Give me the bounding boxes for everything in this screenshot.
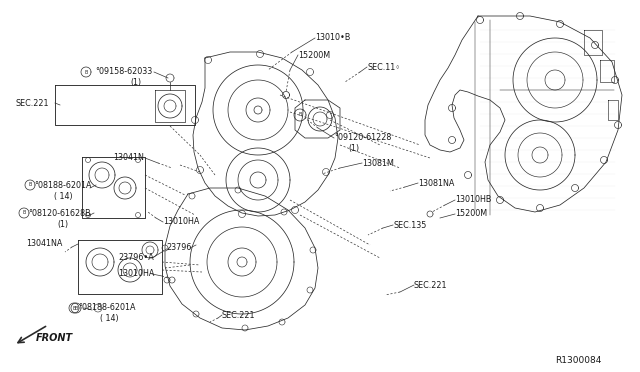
Text: 13041N: 13041N bbox=[113, 154, 144, 163]
Text: ( 14): ( 14) bbox=[54, 192, 72, 202]
Text: SEC.221: SEC.221 bbox=[414, 280, 447, 289]
Text: °09120-61228: °09120-61228 bbox=[334, 134, 392, 142]
Text: FRONT: FRONT bbox=[36, 333, 73, 343]
Text: SEC.11◦: SEC.11◦ bbox=[367, 62, 400, 71]
Text: 23796•A: 23796•A bbox=[118, 253, 154, 263]
Text: (1): (1) bbox=[57, 221, 68, 230]
Text: 15200M: 15200M bbox=[455, 209, 487, 218]
Text: B: B bbox=[74, 305, 77, 311]
Text: B: B bbox=[84, 70, 88, 74]
Text: 13081NA: 13081NA bbox=[418, 179, 454, 187]
Text: SEC.221: SEC.221 bbox=[222, 311, 255, 320]
Text: (1): (1) bbox=[130, 78, 141, 87]
Text: SEC.221: SEC.221 bbox=[16, 99, 49, 108]
Text: B: B bbox=[298, 112, 301, 118]
Text: (1): (1) bbox=[348, 144, 359, 154]
Text: 13010•B: 13010•B bbox=[315, 33, 350, 42]
Text: °08120-61628B: °08120-61628B bbox=[28, 208, 91, 218]
Text: °09158-62033: °09158-62033 bbox=[95, 67, 152, 77]
Text: 13041NA: 13041NA bbox=[26, 240, 62, 248]
Text: 13081M: 13081M bbox=[362, 158, 394, 167]
Text: ( 14): ( 14) bbox=[100, 314, 118, 324]
Text: SEC.135: SEC.135 bbox=[393, 221, 426, 230]
Text: B: B bbox=[28, 183, 32, 187]
Text: 13010HA: 13010HA bbox=[118, 269, 154, 279]
Text: °08188-6201A: °08188-6201A bbox=[78, 304, 136, 312]
Text: 15200M: 15200M bbox=[298, 51, 330, 60]
Text: R1300084: R1300084 bbox=[556, 356, 602, 365]
Text: B: B bbox=[22, 211, 26, 215]
Text: 13010HB: 13010HB bbox=[455, 196, 492, 205]
Text: B: B bbox=[72, 305, 76, 311]
Text: °08188-6201A: °08188-6201A bbox=[34, 180, 92, 189]
Text: 13010HA: 13010HA bbox=[163, 218, 200, 227]
Text: 23796: 23796 bbox=[166, 244, 191, 253]
